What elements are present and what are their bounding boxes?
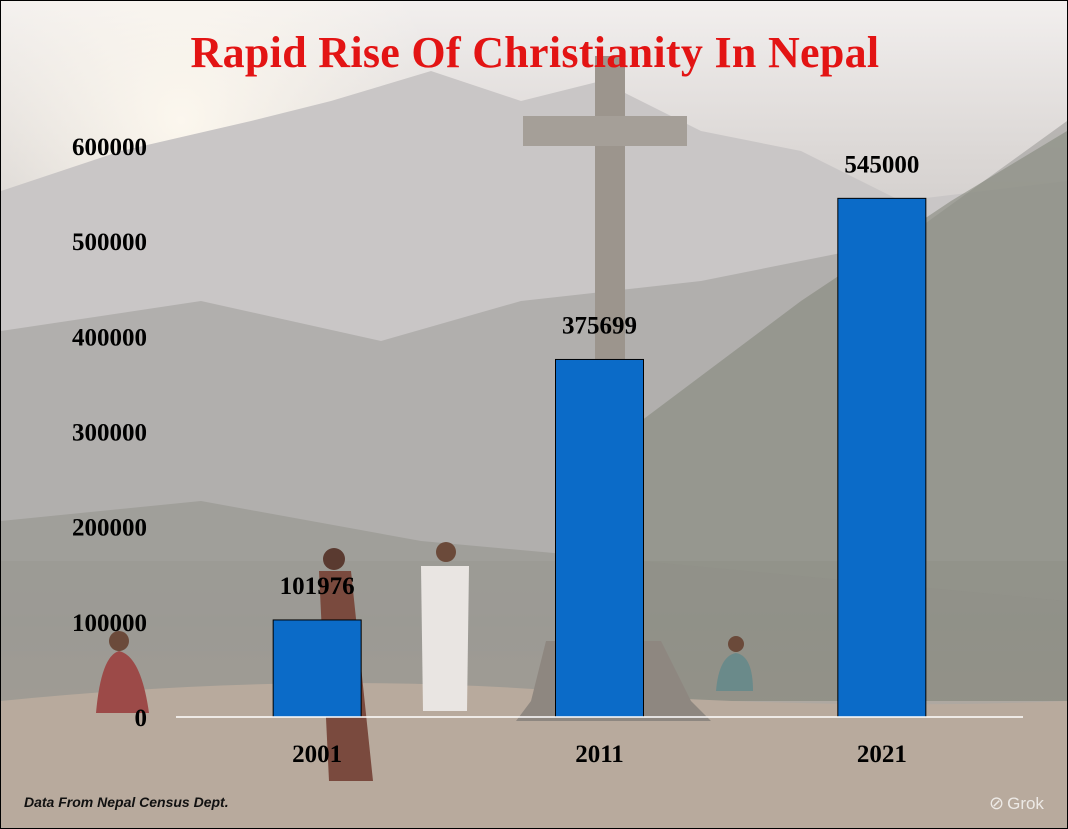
data-label-2001: 101976 [280,573,355,600]
y-axis-ticks: 0 100000 200000 300000 400000 500000 600000 [72,134,147,732]
chart-title: Rapid Rise Of Christianity In Nepal [190,28,880,77]
right-slope [601,131,1067,701]
watermark: ⊘ Grok [989,793,1044,814]
person-white-robe [421,542,469,711]
person-sitting [716,636,753,691]
y-tick-label: 500000 [72,229,147,256]
y-tick-label: 0 [135,705,148,732]
bars [272,197,927,718]
x-axis-labels: 2001 2011 2021 [292,741,907,768]
person-red-robe [96,631,149,713]
y-tick-label: 300000 [72,420,147,447]
watermark-text: Grok [1007,794,1044,813]
bar-2001 [272,619,362,718]
x-tick-label: 2021 [857,741,907,768]
y-tick-label: 200000 [72,515,147,542]
valley [1,501,1067,701]
y-tick-label: 600000 [72,134,147,161]
y-tick-label: 100000 [72,610,147,637]
data-label-2011: 375699 [562,312,637,339]
y-tick-label: 400000 [72,324,147,351]
bar-2021 [837,197,927,718]
data-label-2021: 545000 [844,151,919,178]
rock-ground [1,683,1067,828]
x-tick-label: 2001 [292,741,342,768]
source-note: Data From Nepal Census Dept. [24,794,229,810]
bar-2011 [555,358,644,718]
x-tick-label: 2011 [575,741,624,768]
data-labels: 101976 375699 545000 [280,151,920,600]
grok-logo-icon: ⊘ [989,793,1005,813]
